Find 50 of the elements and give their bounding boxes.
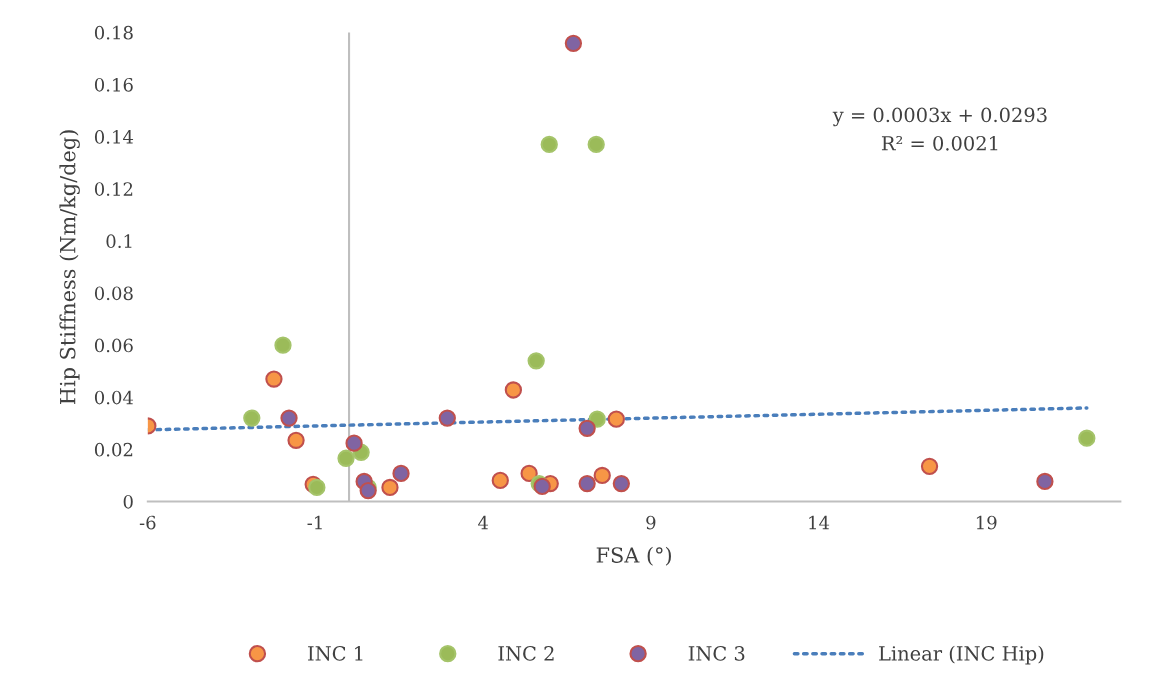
point (527, 352, 545, 370)
point (1036, 472, 1054, 491)
point (587, 135, 605, 154)
point (337, 449, 355, 467)
point (265, 370, 283, 388)
y-tick-label: 0.02 (94, 442, 133, 457)
y-tick-label: 0.08 (94, 286, 133, 301)
legend-label: Linear (INC Hip) (879, 645, 1044, 665)
x-axis-title: FSA (°) (596, 546, 671, 566)
y-axis-title: Hip Stiffness (Nm/kg/deg) (59, 130, 80, 405)
point (578, 474, 596, 493)
point (612, 474, 630, 493)
point (520, 464, 538, 483)
legend-label: INC 2 (498, 646, 554, 661)
legend-label: INC 3 (688, 646, 745, 661)
point (593, 466, 611, 485)
y-tick-label: 0.1 (106, 234, 132, 249)
point (280, 409, 298, 427)
y-tick-label: 0.16 (94, 77, 133, 92)
point (578, 419, 596, 437)
point (392, 464, 410, 483)
y-tick-label: 0.14 (94, 130, 134, 144)
point (438, 409, 456, 427)
point (564, 34, 583, 52)
annotation: R² = 0.0021 (881, 135, 998, 151)
y-tick-label: 0.06 (94, 338, 133, 353)
x-tick-label: -1 (307, 515, 322, 530)
x-tick-label: 19 (976, 515, 997, 530)
y-tick-label: 0 (123, 494, 133, 509)
annotation: y = 0.0003x + 0.0293 (832, 107, 1047, 127)
y-tick-label: 0.12 (94, 182, 133, 196)
y-tick-label: 0.04 (94, 390, 134, 405)
point (504, 381, 523, 399)
x-tick-label: 9 (646, 515, 656, 530)
point (381, 478, 399, 497)
x-tick-label: -6 (139, 515, 156, 530)
point (274, 336, 292, 354)
point (243, 409, 261, 427)
point (491, 471, 509, 490)
point (920, 457, 939, 475)
point (287, 431, 305, 449)
point (308, 478, 326, 497)
x-tick-label: 14 (809, 515, 830, 530)
point (607, 410, 625, 428)
point (1078, 429, 1096, 447)
y-tick-label: 0.18 (94, 25, 133, 40)
point (345, 434, 363, 452)
point (540, 135, 558, 154)
x-tick-label: 4 (478, 515, 489, 530)
legend-label: INC 1 (308, 646, 363, 661)
